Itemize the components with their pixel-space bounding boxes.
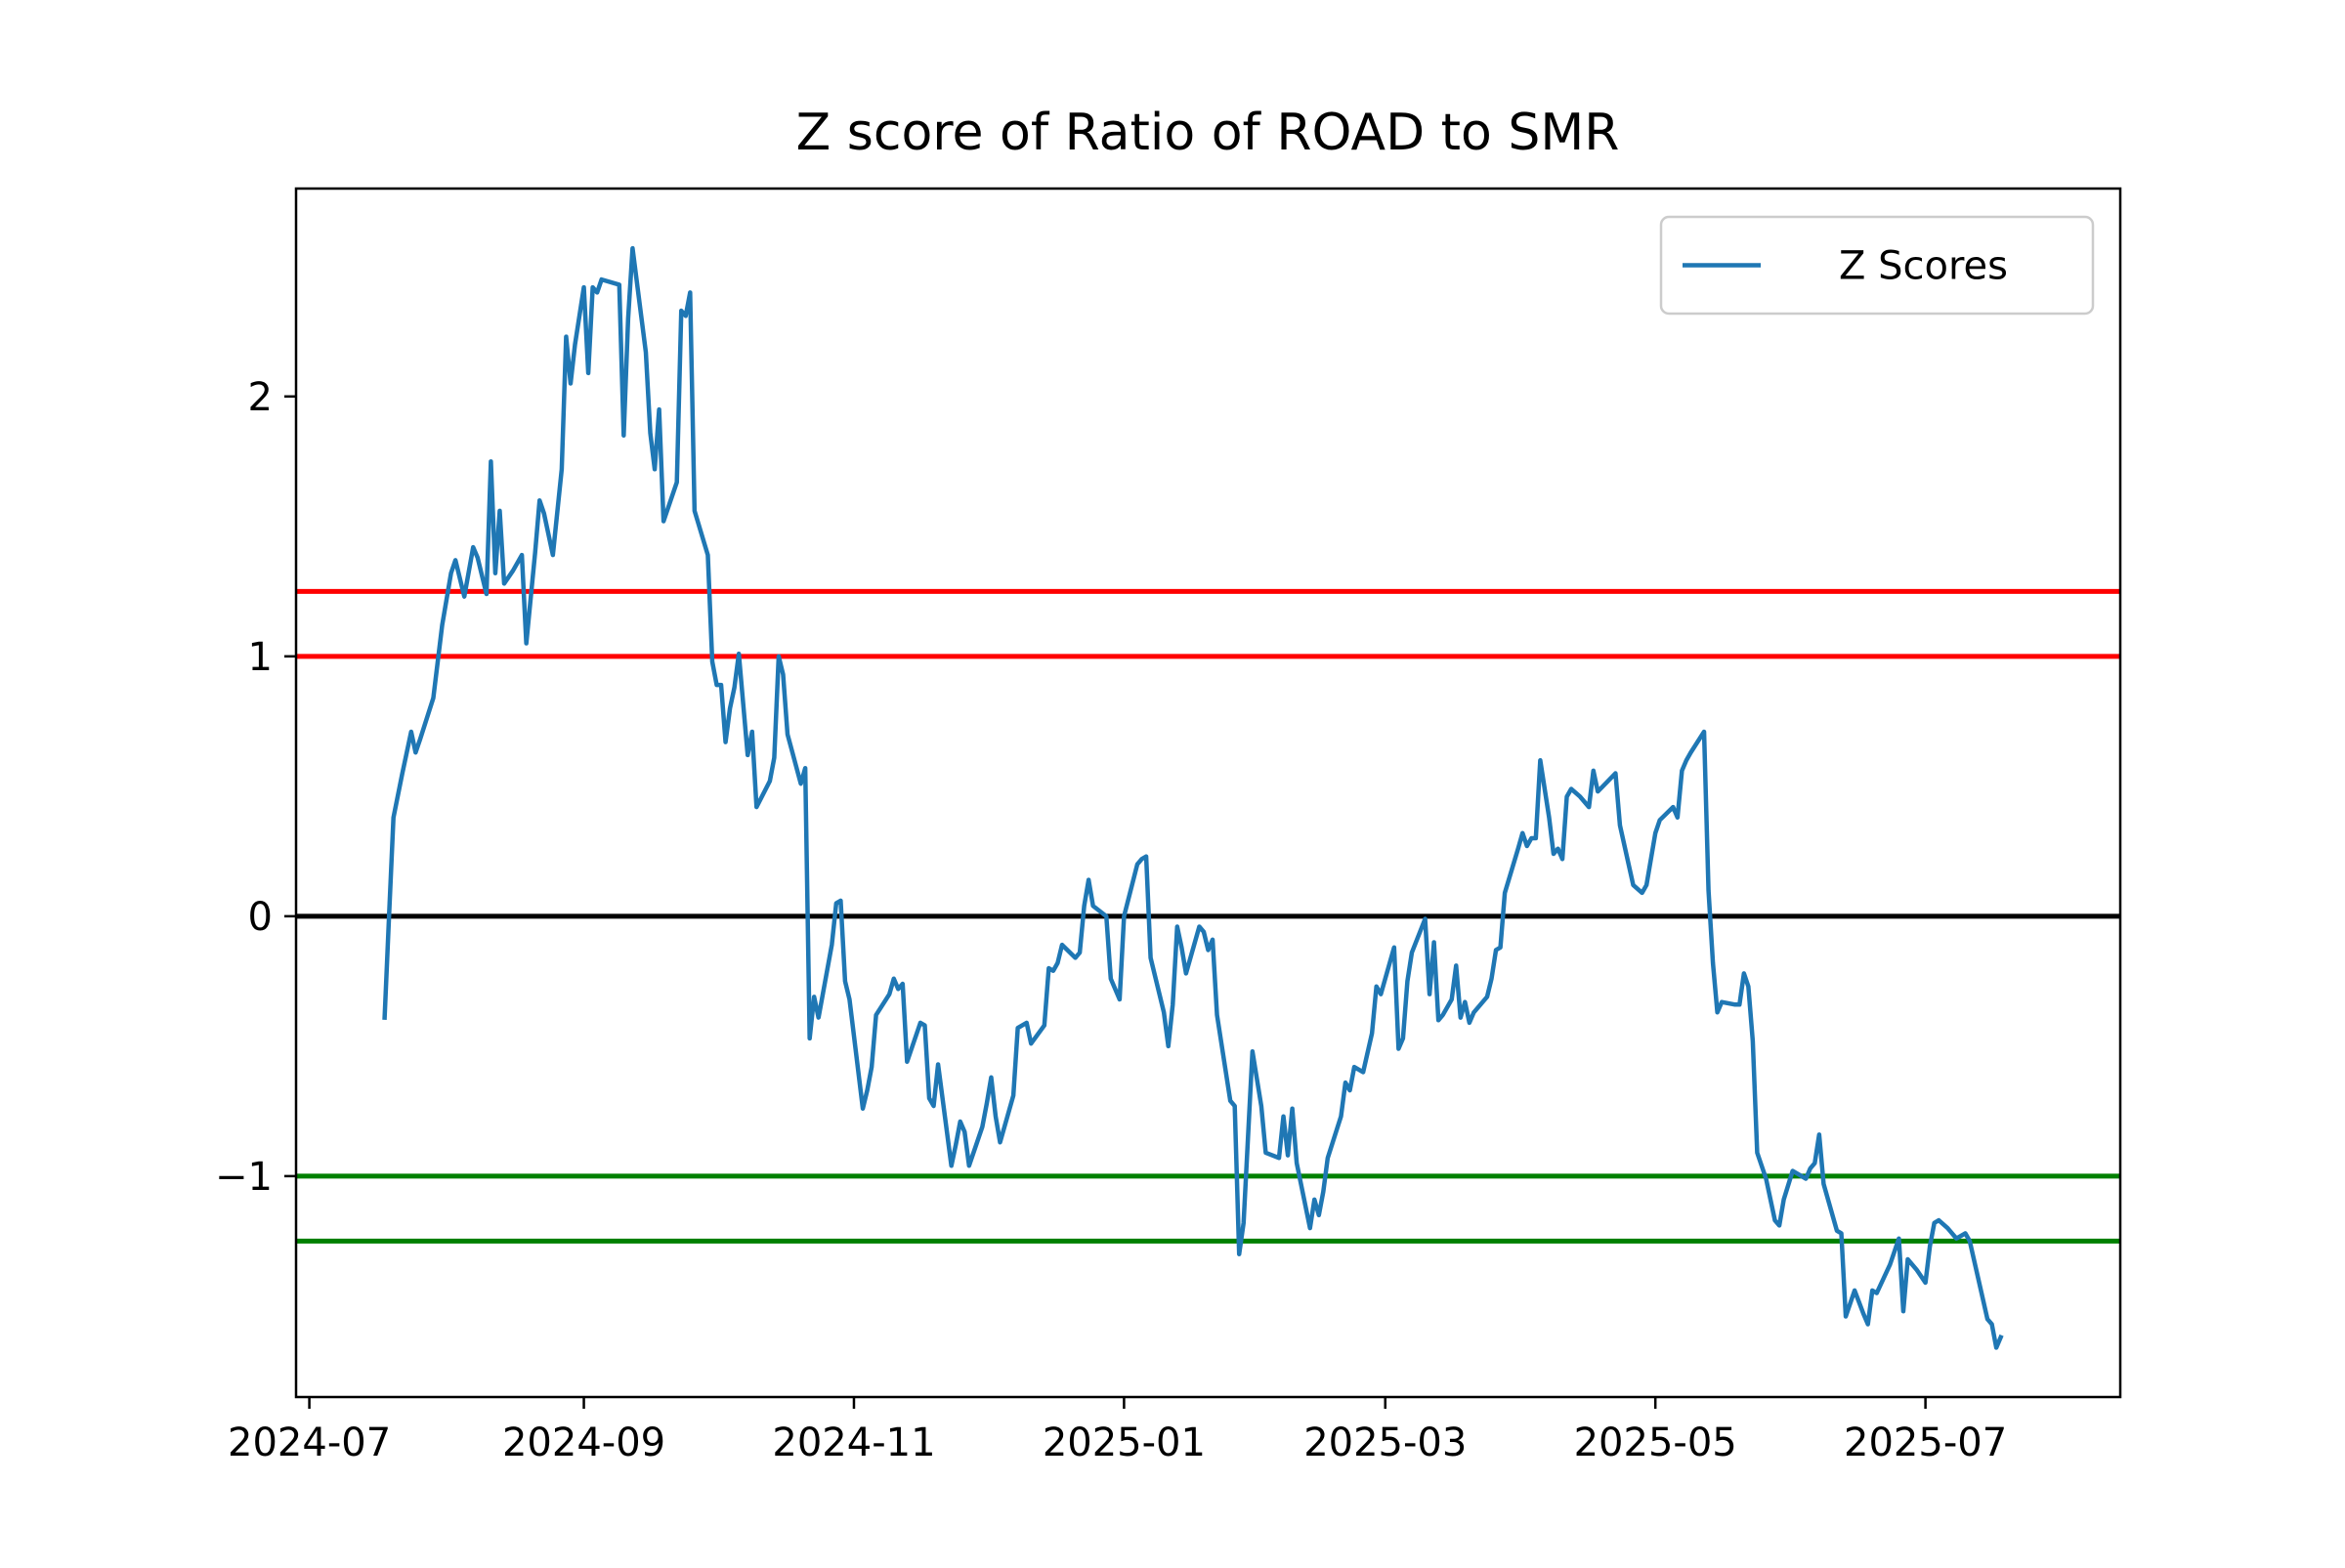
series-line-z-scores: [382, 245, 2004, 1350]
y-tick-label: −1: [215, 1155, 273, 1200]
legend-label: Z Scores: [1839, 244, 2008, 289]
plot-area: [296, 245, 2120, 1350]
axes: 2024-07 2024-09 2024-11 2025-01 2025-03 2025-…: [215, 187, 2122, 1465]
x-tick-label: 2025-05: [1574, 1420, 1737, 1465]
legend-box: [1659, 215, 2095, 316]
y-tick-label: 2: [248, 375, 273, 420]
legend: Z Scores: [1659, 215, 2095, 316]
x-tick-label: 2024-07: [228, 1420, 391, 1465]
y-tick-label: 0: [248, 895, 273, 940]
x-tick-label: 2025-03: [1303, 1420, 1467, 1465]
x-tick-label: 2024-09: [502, 1420, 665, 1465]
chart-title: Z score of Ratio of ROAD to SMR: [796, 104, 1620, 162]
x-tick-label: 2025-01: [1043, 1420, 1206, 1465]
axes-frame: [294, 187, 2122, 1399]
x-tick-label: 2025-07: [1844, 1420, 2007, 1465]
x-tick-label: 2024-11: [772, 1420, 935, 1465]
y-tick-label: 1: [248, 635, 273, 680]
